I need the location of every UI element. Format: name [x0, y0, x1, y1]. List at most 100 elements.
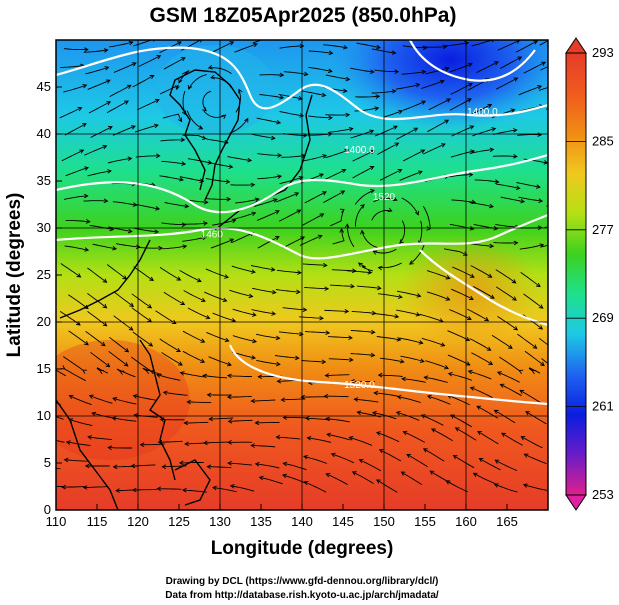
streamline-arrowhead — [469, 226, 475, 231]
streamline-arrowhead — [467, 62, 473, 68]
streamline-arrowhead — [465, 336, 471, 342]
streamline-arrowhead — [91, 411, 97, 417]
streamline — [231, 232, 254, 244]
streamline — [304, 481, 327, 493]
streamline-arrowhead — [179, 177, 184, 182]
streamline — [164, 202, 189, 207]
streamline-arrowhead — [199, 40, 203, 43]
streamline-arrowhead — [221, 114, 227, 120]
streamline — [299, 235, 322, 246]
streamline — [257, 153, 282, 156]
streamline — [155, 310, 177, 324]
streamline — [329, 209, 345, 227]
streamline-arrowhead — [376, 285, 382, 291]
streamline-arrowhead — [274, 210, 280, 215]
streamline — [401, 197, 419, 216]
streamline — [470, 387, 493, 398]
streamline — [499, 356, 520, 371]
streamline-arrowhead — [227, 361, 232, 367]
streamline-arrowhead — [372, 410, 377, 416]
streamline-arrowhead — [180, 137, 186, 143]
streamline-arrowhead — [537, 225, 543, 231]
streamline — [131, 464, 156, 467]
streamline-arrowhead — [276, 119, 282, 125]
streamline — [282, 307, 307, 311]
streamline — [206, 198, 231, 200]
streamline — [469, 104, 492, 116]
streamline — [56, 416, 64, 420]
streamline-arrowhead — [175, 85, 180, 91]
streamline — [132, 75, 154, 88]
streamline-arrowhead — [317, 234, 323, 239]
cool-region-manchuria — [155, 45, 275, 135]
streamline-arrowhead — [445, 480, 451, 485]
streamline-arrowhead — [340, 190, 346, 195]
streamline — [256, 359, 280, 365]
streamline — [325, 149, 349, 159]
streamline-arrowhead — [282, 461, 288, 467]
streamline — [112, 417, 137, 422]
streamline — [278, 209, 301, 222]
streamline — [87, 79, 111, 90]
streamline — [256, 117, 281, 124]
y-tick-label: 20 — [37, 314, 51, 329]
streamline-arrowhead — [112, 397, 118, 402]
streamline-arrowhead — [76, 273, 82, 278]
streamline — [356, 285, 381, 289]
streamline — [449, 98, 472, 111]
streamline-arrowhead — [445, 296, 451, 301]
streamline — [282, 236, 305, 249]
streamline — [206, 331, 229, 342]
streamline-arrowhead — [394, 314, 400, 319]
x-tick-label: 145 — [332, 514, 354, 529]
wind-streamlines — [56, 40, 548, 493]
streamline-arrowhead — [401, 376, 406, 382]
streamline-arrowhead — [351, 471, 357, 476]
streamline-arrowhead — [392, 125, 398, 130]
streamline-arrowhead — [399, 358, 405, 364]
streamline-arrowhead — [112, 246, 118, 251]
streamline-arrowhead — [147, 303, 153, 309]
streamline-arrowhead — [149, 276, 154, 282]
streamline-arrowhead — [466, 315, 472, 321]
streamline — [494, 483, 518, 493]
streamline — [499, 56, 522, 69]
streamline-arrowhead — [229, 483, 235, 489]
streamline — [255, 422, 280, 424]
colorbar-max-arrow — [565, 37, 587, 54]
streamline — [372, 412, 397, 420]
streamline — [228, 419, 253, 422]
streamline-arrowhead — [196, 278, 202, 283]
streamline-arrowhead — [518, 369, 524, 374]
streamline-arrowhead — [325, 416, 330, 422]
streamline-arrowhead — [394, 69, 400, 74]
streamline — [251, 133, 275, 139]
streamline-arrowhead — [491, 40, 495, 43]
streamline-arrowhead — [536, 282, 541, 288]
streamline-arrowhead — [299, 331, 304, 337]
colorbar-scale — [565, 52, 587, 496]
streamline — [350, 330, 375, 333]
streamline-arrowhead — [275, 335, 281, 341]
streamline-arrowhead — [487, 103, 493, 109]
streamline — [547, 306, 548, 309]
streamline — [396, 290, 421, 297]
streamline-arrowhead — [520, 198, 526, 204]
streamline-arrowhead — [156, 373, 161, 378]
streamline — [281, 155, 306, 158]
streamline — [276, 269, 301, 274]
x-axis-ticks: 110 115 120 125 130 135 140 145 150 155 160 165 — [46, 504, 518, 529]
y-tick-label: 30 — [37, 220, 51, 235]
streamline — [203, 110, 226, 118]
x-tick-label: 125 — [168, 514, 190, 529]
streamline-arrowhead — [87, 435, 93, 440]
streamline-arrowhead — [348, 436, 354, 441]
streamline-arrowhead — [540, 361, 545, 367]
streamline — [350, 67, 374, 73]
streamline-arrowhead — [522, 483, 528, 488]
streamline — [374, 313, 399, 318]
streamline-arrowhead — [254, 461, 260, 467]
streamline — [187, 401, 212, 403]
streamline-arrowhead — [149, 75, 155, 80]
streamline — [298, 316, 324, 319]
